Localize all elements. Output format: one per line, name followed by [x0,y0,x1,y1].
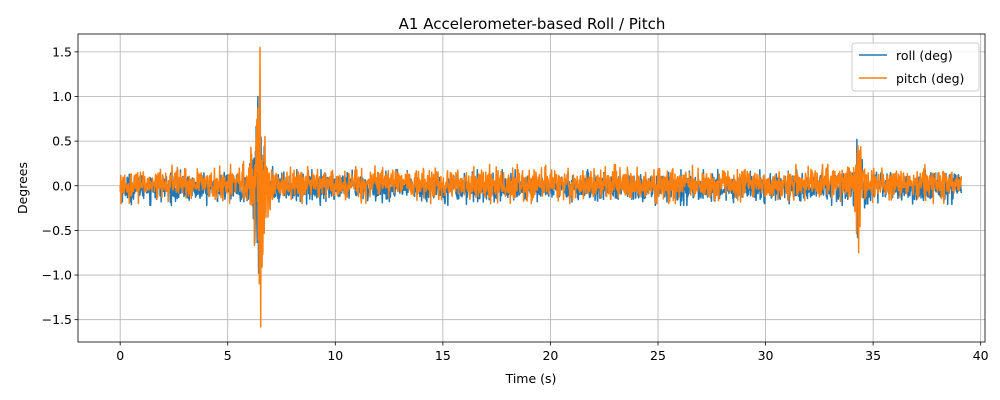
x-tick-label: 30 [758,348,774,363]
x-tick-label: 0 [116,348,124,363]
x-axis: 0 5 10 15 20 25 30 35 40 [116,342,989,363]
y-axis-label: Degrees [15,162,30,214]
y-axis: −1.5 −1.0 −0.5 0.0 0.5 1.0 1.5 [42,44,78,327]
x-tick-label: 15 [435,348,451,363]
plot-area [119,46,963,328]
y-tick-label: 1.0 [52,89,72,104]
y-tick-label: 0.5 [52,134,72,149]
chart-title: A1 Accelerometer-based Roll / Pitch [399,15,666,33]
x-tick-label: 40 [973,348,989,363]
x-tick-label: 25 [650,348,666,363]
series-line-pitch [119,46,963,328]
y-tick-label: −1.5 [42,312,72,327]
x-tick-label: 5 [224,348,232,363]
y-tick-label: −1.0 [42,268,72,283]
y-tick-label: 1.5 [52,44,72,59]
legend-roll-label: roll (deg) [896,48,953,63]
series-layer [119,46,963,328]
x-tick-label: 20 [542,348,558,363]
legend-pitch-label: pitch (deg) [896,71,964,86]
grid-lines [78,34,985,342]
plot-frame [77,33,986,343]
x-tick-label: 35 [865,348,881,363]
x-tick-label: 10 [327,348,343,363]
x-axis-label: Time (s) [505,371,557,386]
y-tick-label: 0.0 [52,178,72,193]
legend: roll (deg) pitch (deg) [851,42,980,92]
y-tick-label: −0.5 [42,223,72,238]
